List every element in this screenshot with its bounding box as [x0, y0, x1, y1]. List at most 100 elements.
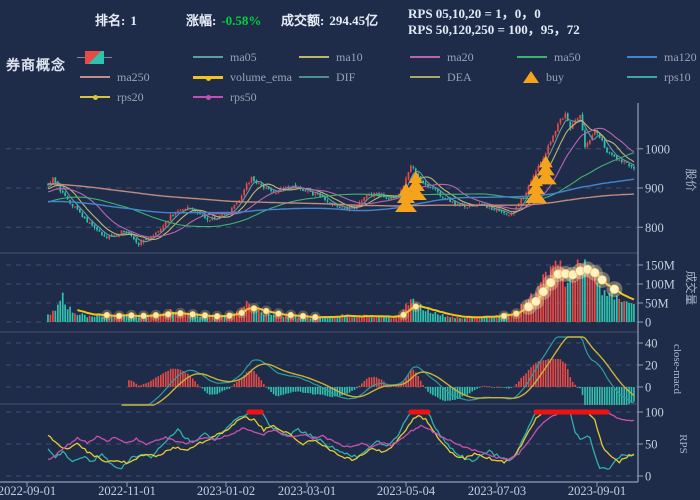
volume-signal-dot	[545, 277, 556, 288]
legend-item-ma120: ma120	[627, 50, 697, 64]
legend-marker-dot	[93, 95, 98, 100]
ytick-macd-0: 0	[645, 381, 651, 395]
volume-signal-dot	[513, 310, 520, 317]
turnover-stat: 成交额: 294.45亿	[281, 10, 378, 29]
legend-item-ma20: ma20	[410, 50, 474, 64]
legend-line-swatch	[410, 76, 440, 78]
legend-line-swatch	[80, 95, 110, 100]
legend-marker-dot	[206, 95, 211, 100]
rank-value: 1	[130, 13, 137, 28]
macd-panel	[121, 336, 635, 406]
buy-signal-marker	[534, 155, 557, 185]
rank-stat: 排名: 1	[95, 10, 137, 29]
volume-signal-dot	[250, 305, 258, 312]
volume-signal-dot	[189, 311, 196, 318]
legend-line-swatch	[517, 56, 547, 58]
turnover-value: 294.45亿	[329, 13, 379, 28]
legend-label-volume_ema: volume_ema	[230, 69, 292, 84]
legend-label-buy: buy	[546, 69, 564, 84]
legend-line-swatch	[193, 75, 223, 81]
rps-summary-line-1: RPS 05,10,20 = 1，0，0	[408, 6, 541, 21]
volume-signal-dot	[589, 267, 600, 278]
volume-signal-dot	[523, 302, 534, 312]
legend-item-DEA: DEA	[410, 70, 472, 84]
series-rps50	[47, 411, 635, 462]
change-label: 涨幅:	[186, 13, 217, 28]
xtick-date: 2023-09-01	[568, 484, 626, 498]
series-dif	[121, 336, 635, 406]
legend-item-ma250: ma250	[80, 70, 150, 84]
ytick-price-800: 800	[645, 221, 664, 235]
ytick-price-1000: 1000	[645, 142, 670, 156]
legend-item-rps50: rps50	[193, 90, 257, 104]
legend-item-volume_ema: volume_ema	[193, 70, 292, 84]
volume-signal-dot	[238, 309, 245, 317]
volume-signal-dot	[226, 312, 233, 319]
legend-item-DIF: DIF	[299, 70, 355, 84]
volume-signal-dot	[311, 313, 319, 321]
volume-signal-dot	[201, 312, 209, 319]
volume-signal-dot	[500, 312, 508, 320]
legend-label-rps20: rps20	[117, 89, 144, 104]
legend-item-buy: buy	[517, 70, 564, 84]
legend-label-ma20: ma20	[447, 49, 474, 64]
legend-line-swatch	[410, 56, 440, 58]
ytick-macd-40: 40	[645, 337, 658, 351]
chart-legend: ma05 ma10 ma20 ma50 ma120 ma250 volume_ema DIF D…	[0, 0, 700, 110]
panel-ylabel-rps: RPS	[677, 434, 689, 454]
ytick-volume-100M: 100M	[645, 278, 675, 292]
volume-signal-dot	[177, 309, 184, 317]
legend-label-ma120: ma120	[664, 49, 697, 64]
volume-signal-dot	[103, 311, 111, 319]
legend-label-ma10: ma10	[336, 49, 363, 64]
legend-label-ma05: ma05	[230, 49, 257, 64]
series-rps20	[47, 411, 635, 465]
macd-histogram-positive	[128, 358, 576, 388]
change-stat: 涨幅: -0.58%	[186, 10, 261, 29]
volume-signal-dot	[412, 303, 420, 310]
panel-ylabel-price: 股价	[684, 169, 697, 192]
legend-label-DIF: DIF	[336, 69, 356, 84]
buy-arrow-icon	[523, 71, 539, 83]
ytick-price-900: 900	[645, 182, 664, 196]
ytick-rps-100: 100	[645, 406, 664, 420]
legend-line-swatch	[627, 76, 657, 78]
volume-signal-dot	[400, 311, 407, 319]
legend-item-rps10: rps10	[627, 70, 691, 84]
xtick-date: 2023-03-01	[278, 484, 336, 498]
volume-signal-dot	[115, 312, 123, 320]
volume-signal-dot	[287, 311, 295, 319]
sector-name-label: 券商概念	[6, 59, 66, 74]
rank-label: 排名:	[95, 13, 126, 28]
legend-label-rps10: rps10	[664, 69, 691, 84]
legend-item-ma05: ma05	[193, 50, 257, 64]
xtick-date: 2022-11-01	[98, 484, 156, 498]
rps-summary-line-2: RPS 50,120,250 = 100，95，72	[408, 22, 580, 37]
volume-signal-dot	[262, 307, 270, 315]
ytick-rps-50: 50	[645, 438, 658, 452]
buy-signal-marker	[404, 170, 427, 200]
volume-signal-dot	[128, 312, 135, 319]
legend-item-rps20: rps20	[80, 90, 144, 104]
legend-label-ma50: ma50	[554, 49, 581, 64]
legend-line-swatch	[80, 76, 110, 78]
macd-histogram-negative	[201, 387, 635, 405]
ytick-macd-20: 20	[645, 359, 658, 373]
legend-line-swatch	[193, 95, 223, 100]
legend-line-swatch	[299, 76, 329, 78]
legend-item-ma50: ma50	[517, 50, 581, 64]
legend-label-DEA: DEA	[447, 69, 472, 84]
panel-ylabel-volume: 成交量	[684, 271, 698, 306]
legend-item-candle-icon	[77, 50, 112, 64]
volume-signal-dot	[531, 296, 541, 307]
legend-label-rps50: rps50	[230, 89, 257, 104]
volume-signal-dot	[140, 312, 147, 320]
series-ma250	[47, 183, 635, 207]
ytick-volume-0: 0	[645, 316, 651, 330]
volume-panel	[47, 259, 635, 323]
legend-line-swatch	[627, 56, 657, 58]
ytick-volume-50M: 50M	[645, 297, 669, 311]
panel-ylabel-macd: close-macd	[671, 344, 683, 395]
